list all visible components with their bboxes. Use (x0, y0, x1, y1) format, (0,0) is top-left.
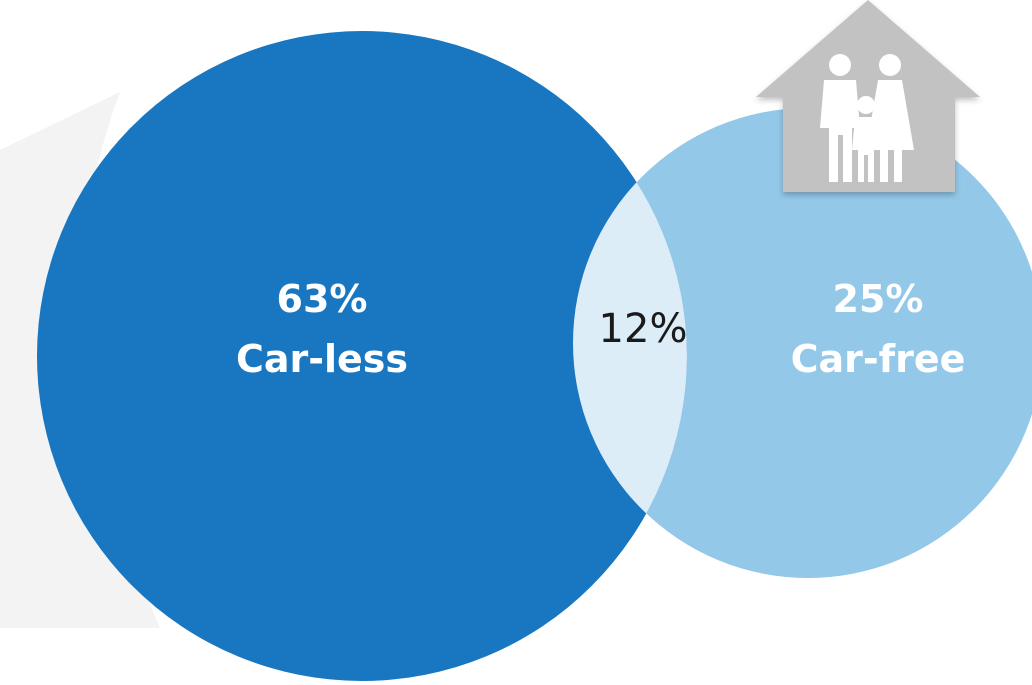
car-free-label: Car-free (791, 337, 966, 381)
car-free-percent: 25% (833, 277, 924, 321)
car-less-label: Car-less (236, 337, 408, 381)
overlap-percent: 12% (599, 306, 688, 352)
car-less-percent: 63% (277, 277, 368, 321)
car-less-circle (37, 31, 687, 681)
family-house-icon (756, 0, 980, 192)
car-free-circle (573, 108, 1032, 578)
